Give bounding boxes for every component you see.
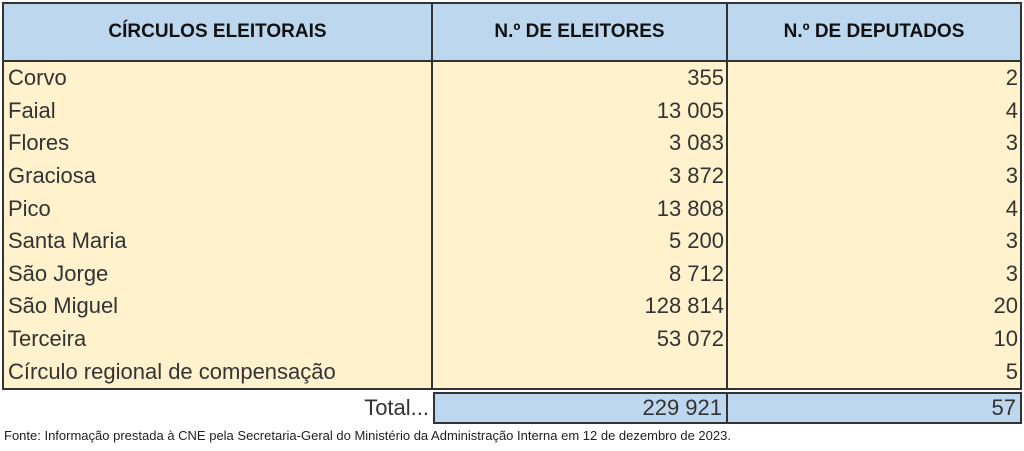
number-cell: 13 005 xyxy=(656,97,724,123)
name-cell: Santa Maria xyxy=(8,228,127,254)
name-cell: Pico xyxy=(8,195,51,221)
number-cell: 4 xyxy=(1005,195,1018,221)
number-cell: 13 808 xyxy=(656,195,724,221)
number-cell: 20 xyxy=(993,293,1018,319)
number-cell: 4 xyxy=(1005,97,1018,123)
body-column xyxy=(433,62,728,390)
number-cell: 5 xyxy=(1005,358,1018,384)
number-cell: 3 xyxy=(1005,260,1018,286)
total-cell: 57 xyxy=(728,392,1022,424)
number-cell: 10 xyxy=(993,326,1018,352)
name-cell: Círculo regional de compensação xyxy=(8,358,336,384)
number-cell: 3 xyxy=(1005,163,1018,189)
name-cell: São Jorge xyxy=(8,260,109,286)
number-cell: 2 xyxy=(1005,65,1018,91)
number-cell: 53 072 xyxy=(656,326,724,352)
name-cell: Faial xyxy=(8,97,56,123)
number-cell: 3 xyxy=(1005,130,1018,156)
name-cell: Graciosa xyxy=(8,163,97,189)
number-cell: 3 083 xyxy=(668,130,724,156)
number-cell: 3 872 xyxy=(668,163,724,189)
number-cell: 128 814 xyxy=(644,293,724,319)
number-cell: 3 xyxy=(1005,228,1018,254)
header-cell: CÍRCULOS ELEITORAIS xyxy=(2,2,433,62)
source-note: Fonte: Informação prestada à CNE pela Se… xyxy=(4,428,731,443)
number-cell: 8 712 xyxy=(668,260,724,286)
header-cell: N.º DE ELEITORES xyxy=(433,2,728,62)
total-label: Total... xyxy=(364,395,429,420)
name-cell: São Miguel xyxy=(8,293,119,319)
header-cell: N.º DE DEPUTADOS xyxy=(728,2,1022,62)
body-column xyxy=(2,62,433,390)
name-cell: Flores xyxy=(8,130,70,156)
name-cell: Corvo xyxy=(8,65,67,91)
number-cell: 355 xyxy=(687,65,724,91)
body-column xyxy=(728,62,1022,390)
total-cell: 229 921 xyxy=(433,392,728,424)
name-cell: Terceira xyxy=(8,326,87,352)
number-cell: 5 200 xyxy=(668,228,724,254)
